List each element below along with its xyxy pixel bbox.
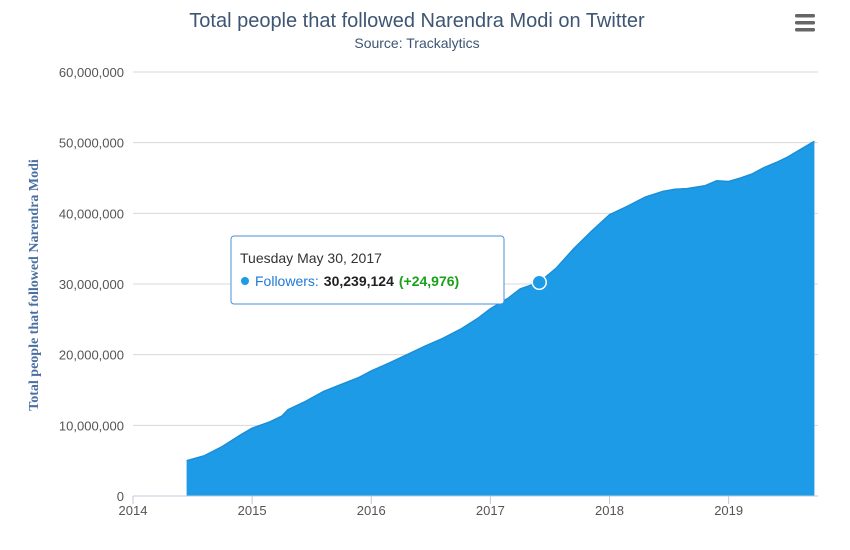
y-axis-label: Total people that followed Narendra Modi bbox=[27, 159, 42, 411]
y-tick-label: 10,000,000 bbox=[59, 418, 124, 433]
chart-subtitle: Source: Trackalytics bbox=[354, 35, 479, 51]
tooltip-value: 30,239,124 bbox=[324, 273, 394, 289]
y-axis-ticks: 0 10,000,000 20,000,000 30,000,000 40,000,00… bbox=[59, 65, 124, 504]
chart-title: Total people that followed Narendra Modi… bbox=[189, 10, 645, 32]
y-tick-label: 50,000,000 bbox=[59, 136, 124, 151]
x-axis-ticks: 2014 2015 2016 2017 2018 2019 bbox=[119, 496, 743, 518]
y-tick-label: 60,000,000 bbox=[59, 65, 124, 80]
followers-area bbox=[186, 141, 815, 497]
y-tick-label: 40,000,000 bbox=[59, 206, 124, 221]
tooltip-box bbox=[230, 235, 505, 305]
x-tick-label: 2015 bbox=[238, 503, 267, 518]
y-tick-label: 30,000,000 bbox=[59, 277, 124, 292]
x-tick-label: 2014 bbox=[119, 503, 148, 518]
hamburger-menu-icon bbox=[795, 14, 815, 32]
menu-button[interactable] bbox=[790, 10, 820, 36]
tooltip-series-dot bbox=[241, 277, 249, 285]
followers-line bbox=[186, 140, 815, 462]
tooltip-series-text: Followers: 30,239,124 (+24,976) bbox=[255, 273, 459, 289]
y-tick-label: 0 bbox=[117, 489, 124, 504]
x-tick-label: 2016 bbox=[357, 503, 386, 518]
tooltip-series-label: Followers: bbox=[255, 273, 319, 289]
tooltip: Tuesday May 30, 2017 Followers: 30,239,12… bbox=[230, 235, 547, 305]
x-tick-label: 2017 bbox=[476, 503, 505, 518]
plot-area bbox=[186, 140, 815, 497]
x-tick-label: 2019 bbox=[714, 503, 743, 518]
tooltip-change: (+24,976) bbox=[399, 273, 459, 289]
tooltip-date: Tuesday May 30, 2017 bbox=[240, 250, 382, 266]
x-tick-label: 2018 bbox=[595, 503, 624, 518]
y-tick-label: 20,000,000 bbox=[59, 348, 124, 363]
tooltip-point-marker[interactable] bbox=[531, 274, 547, 291]
